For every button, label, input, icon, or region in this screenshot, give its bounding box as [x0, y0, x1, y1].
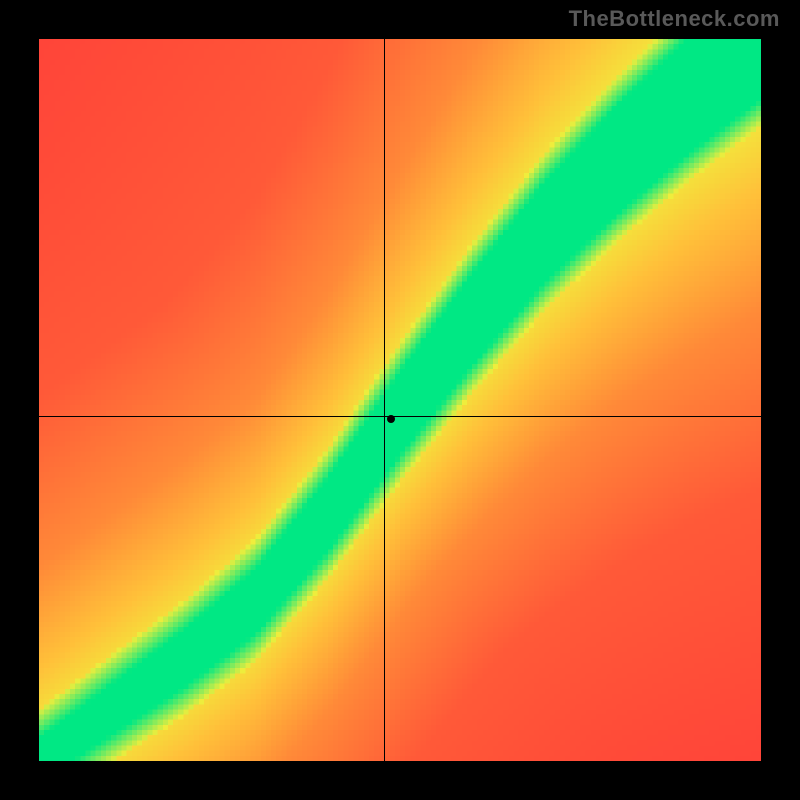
bottleneck-heatmap [39, 39, 761, 761]
selection-marker [387, 415, 395, 423]
crosshair-vertical [384, 39, 385, 761]
crosshair-horizontal [39, 416, 761, 417]
chart-container: TheBottleneck.com [0, 0, 800, 800]
watermark-label: TheBottleneck.com [569, 6, 780, 32]
